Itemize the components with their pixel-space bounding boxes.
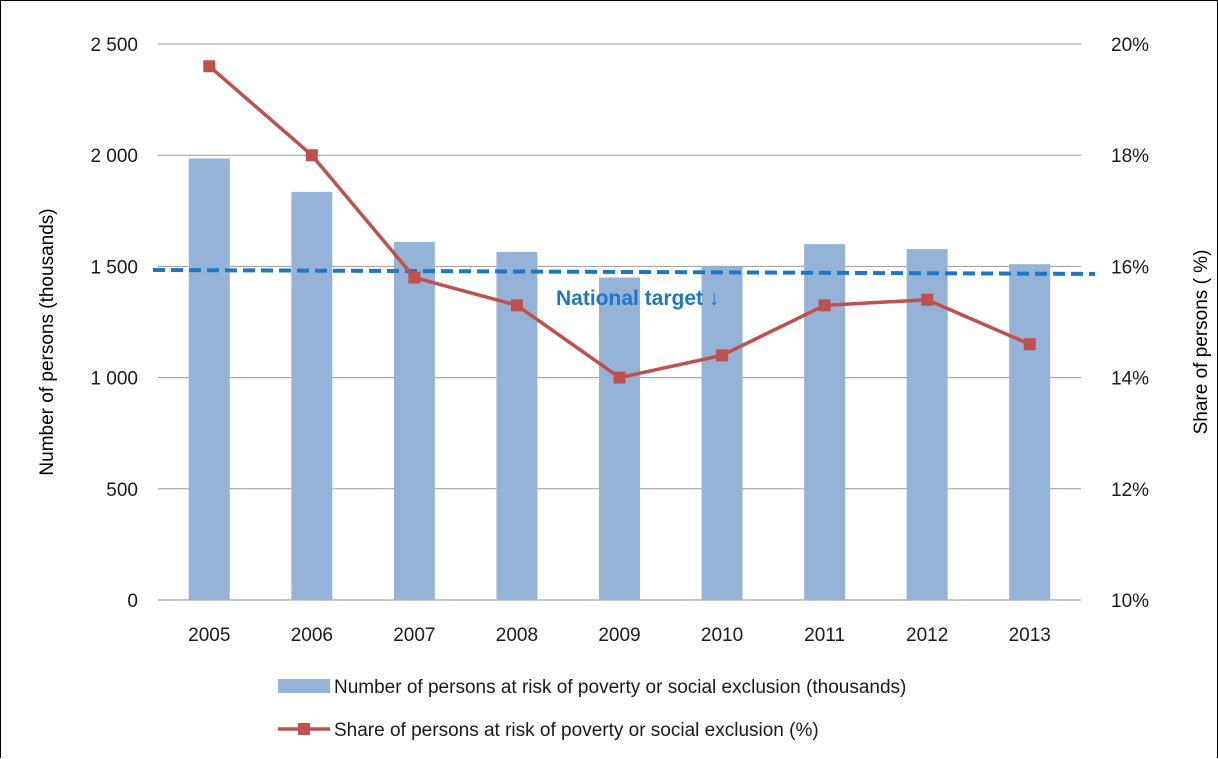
x-tick-2006: 2006	[291, 625, 333, 646]
right-tick-label: 12%	[1111, 480, 1149, 501]
right-tick-label: 14%	[1111, 369, 1149, 390]
left-tick-label: 1 000	[90, 369, 138, 390]
x-tick-2010: 2010	[701, 625, 743, 646]
national-target-line	[152, 267, 1096, 276]
x-tick-2005: 2005	[188, 625, 230, 646]
bar-2007	[393, 241, 435, 600]
right-axis-title: Share of persons ( %)	[1191, 250, 1212, 435]
bar-2009	[599, 277, 640, 600]
legend-line-label: Share of persons at risk of poverty or s…	[334, 720, 819, 741]
share-point-2007	[408, 271, 421, 284]
x-tick-2007: 2007	[393, 625, 435, 646]
share-point-2011	[818, 299, 831, 312]
share-point-2010	[716, 349, 729, 362]
legend-bar-label: Number of persons at risk of poverty or …	[334, 677, 906, 698]
right-tick-label: 18%	[1111, 146, 1149, 167]
share-point-2013	[1023, 338, 1036, 351]
right-tick-label: 10%	[1111, 591, 1149, 612]
bar-2006	[291, 191, 333, 600]
bar-2013	[1009, 264, 1051, 600]
x-tick-2008: 2008	[496, 625, 538, 646]
share-point-2008	[510, 299, 523, 312]
right-tick-label: 16%	[1111, 257, 1149, 278]
share-point-2009	[613, 371, 626, 384]
x-tick-2013: 2013	[1009, 625, 1051, 646]
legend-line-marker	[298, 723, 310, 735]
left-axis-title: Number of persons (thousands)	[37, 208, 58, 475]
legend: Number of persons at risk of poverty or …	[278, 677, 906, 741]
bars	[188, 158, 1051, 600]
left-tick-label: 2 000	[90, 146, 138, 167]
right-axis-ticks: 10% 12% 14% 16% 18% 20%	[1111, 35, 1149, 612]
bar-2005	[188, 158, 230, 600]
national-target-label: National target ↓	[556, 287, 719, 310]
bar-2011	[804, 244, 846, 600]
share-line	[203, 60, 1036, 384]
legend-bar-swatch	[278, 679, 330, 693]
right-tick-label: 20%	[1111, 35, 1149, 56]
left-tick-label: 1 500	[90, 257, 138, 278]
x-tick-2012: 2012	[906, 625, 948, 646]
left-axis-ticks: 0 500 1 000 1 500 2 000 2 500	[90, 35, 138, 612]
national-target: National target ↓	[152, 267, 1096, 310]
x-axis-ticks: 2005 2006 2007 2008 2009 2010 2011 2012 2013	[188, 625, 1051, 646]
x-tick-2009: 2009	[598, 625, 640, 646]
share-point-2005	[203, 60, 216, 73]
left-tick-label: 2 500	[90, 35, 138, 56]
left-tick-label: 500	[106, 480, 138, 501]
x-tick-2011: 2011	[804, 625, 845, 646]
share-point-2006	[305, 149, 318, 162]
left-tick-label: 0	[127, 591, 138, 612]
bar-2010	[701, 266, 743, 600]
share-point-2012	[921, 293, 934, 306]
